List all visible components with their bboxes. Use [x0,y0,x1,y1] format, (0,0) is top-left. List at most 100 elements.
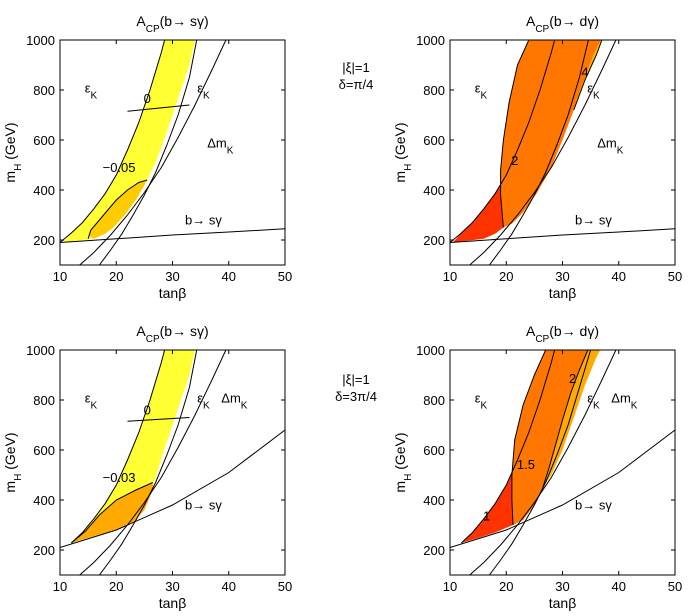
x-tick-label: 40 [222,269,236,284]
annotation-label: εK [197,391,210,412]
curve-eps-k-left [70,350,166,544]
y-tick-label: 600 [423,443,445,458]
y-tick-label: 800 [33,393,55,408]
annotation-label: ΔmK [611,391,638,412]
chart-title: ACP(b→ dγ) [526,13,599,35]
x-tick-label: 50 [668,269,682,284]
y-axis-label-group: mH (GeV) [2,432,24,492]
curve-a-2 [542,350,589,488]
x-tick-label: 50 [278,269,292,284]
row-label-2-line2: δ=3π/4 [335,389,377,404]
plot-area [60,350,285,575]
x-tick-label: 10 [443,579,457,594]
annotation-label: 1.5 [517,457,535,472]
y-tick-label: 200 [33,543,55,558]
x-tick-label: 20 [109,579,123,594]
annotation-label: −0.05 [103,160,136,175]
chart-title: ACP(b→ dγ) [526,323,599,345]
y-axis-label-group: mH (GeV) [392,122,414,182]
curve-dm-k [469,40,617,265]
annotation-label: εK [475,391,488,412]
annotation-label: 0 [144,91,151,106]
curve-a-0-03 [70,482,154,544]
y-tick-label: 200 [423,233,445,248]
y-axis-label: mH (GeV) [2,432,24,492]
region-1-a-2 [511,350,588,525]
region-a-0-05 [88,180,148,239]
curve-eps-k-left [60,40,166,243]
curve-a-1 [511,350,547,526]
annotation-label: b→ sγ [185,498,222,513]
x-tick-label: 40 [612,269,626,284]
annotation-label: −0.03 [103,470,136,485]
y-tick-label: 200 [33,233,55,248]
y-tick-label: 200 [423,543,445,558]
curve-b-sgamma [450,429,675,548]
annotation-label: εK [85,81,98,102]
y-tick-label: 1000 [416,343,445,358]
x-tick-label: 40 [222,579,236,594]
y-tick-label: 600 [423,133,445,148]
annotation-label: εK [587,391,600,412]
chart-title: ACP(b→ sγ) [136,13,208,35]
y-tick-label: 400 [423,183,445,198]
region-allowed [62,40,195,243]
x-tick-label: 40 [612,579,626,594]
curve-dm-k [79,350,227,575]
panel-2: 10 20 30 40 50 200 400 600 800 1000 ACP(b→ dγ) tanβ… [392,13,682,301]
x-axis-label: tanβ [159,285,187,301]
row-label-2-line1: |ξ|=1 [342,372,369,387]
y-tick-label: 400 [33,183,55,198]
x-tick-label: 10 [53,579,67,594]
x-axis-label: tanβ [549,285,577,301]
x-tick-label: 30 [555,269,569,284]
panel-3: 10 20 30 40 50 200 400 600 800 1000 ACP(b→ sγ) tanβ… [2,323,292,611]
annotation-label: εK [197,81,210,102]
y-tick-label: 1000 [26,33,55,48]
y-tick-label: 400 [423,493,445,508]
annotation-label: b→ sγ [575,498,612,513]
annotation-label: 2 [511,153,518,168]
x-tick-label: 50 [278,579,292,594]
x-axis-label: tanβ [549,595,577,611]
annotation-label: b→ sγ [575,213,612,228]
annotation-label: 1 [483,509,490,524]
plot-area [450,350,675,575]
panel-4: 10 20 30 40 50 200 400 600 800 1000 ACP(b→ dγ) tanβ… [392,323,682,611]
y-tick-label: 800 [33,83,55,98]
curve-a-2 [500,40,530,228]
annotation-label: b→ sγ [185,213,222,228]
y-tick-label: 600 [33,133,55,148]
x-tick-label: 30 [555,579,569,594]
panel-1: 10 20 30 40 50 200 400 600 800 1000 ACP(b→ sγ) tanβ… [2,13,292,301]
curve-a-0-05 [87,179,148,239]
y-tick-label: 600 [33,443,55,458]
plot-area [60,40,285,265]
y-axis-label-group: mH (GeV) [2,122,24,182]
x-axis-label: tanβ [159,595,187,611]
annotation-label: εK [85,391,98,412]
curve-dm-k [469,350,617,575]
curve-a-0 [127,104,190,112]
annotation-label: ΔmK [597,136,624,157]
curve-a-0 [127,417,190,422]
y-tick-label: 800 [423,393,445,408]
curve-b-sgamma [60,228,285,243]
annotation-label: ΔmK [221,391,248,412]
annotation-label: 2 [569,371,576,386]
y-axis-label: mH (GeV) [392,432,414,492]
x-tick-label: 10 [443,269,457,284]
x-tick-label: 50 [668,579,682,594]
y-tick-label: 1000 [416,33,445,48]
x-tick-label: 10 [53,269,67,284]
curve-b-sgamma [450,228,675,243]
y-axis-label: mH (GeV) [392,122,414,182]
y-tick-label: 1000 [26,343,55,358]
annotation-label: 0 [144,402,151,417]
row-label-1-line2: δ=π/4 [339,77,374,92]
x-tick-label: 20 [499,269,513,284]
y-axis-label-group: mH (GeV) [392,432,414,492]
annotation-label: εK [587,81,600,102]
x-tick-label: 30 [165,269,179,284]
